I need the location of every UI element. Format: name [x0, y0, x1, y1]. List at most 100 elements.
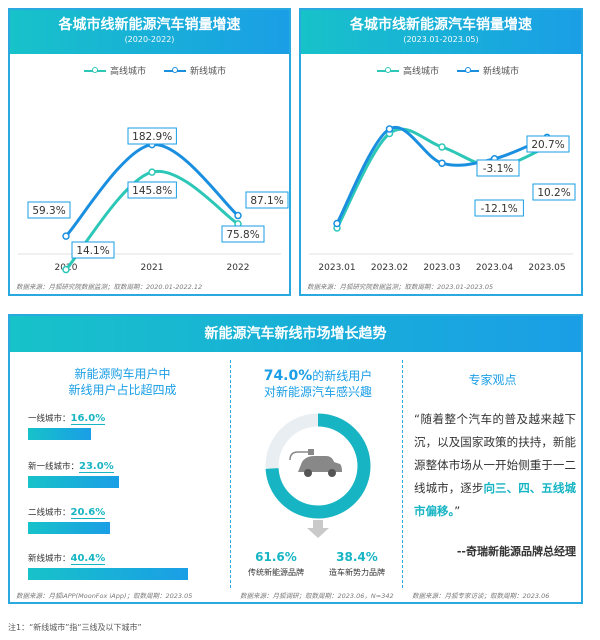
panel-title: 各城市线新能源汽车销量增速	[58, 17, 241, 33]
city-share-row: 一线城市：16.0%	[28, 412, 106, 425]
legend-item-high: 高线城市	[377, 64, 439, 77]
interest-title-line2: 对新能源汽车感兴趣	[263, 385, 372, 399]
city-share-bar	[28, 568, 188, 580]
x-tick-label: 2021	[141, 263, 164, 273]
legend-swatch-new	[457, 66, 480, 73]
data-point	[62, 265, 70, 274]
data-label: 59.3%	[27, 201, 71, 219]
data-point	[438, 159, 446, 167]
data-label: 10.2%	[532, 183, 576, 201]
svg-text:145.8%: 145.8%	[132, 185, 172, 197]
legend-label-new: 新线城市	[483, 67, 520, 77]
svg-text:-12.1%: -12.1%	[481, 203, 518, 215]
user-share-title: 新能源购车用户中 新线用户占比超四成	[68, 367, 177, 397]
plug-icon	[289, 449, 314, 461]
city-share-bar	[28, 522, 110, 534]
svg-text:59.3%: 59.3%	[32, 205, 65, 217]
svg-text:10.2%: 10.2%	[537, 187, 570, 199]
down-arrow-icon	[307, 520, 329, 538]
source-note: 数据来源：月狐iAPP(MoonFox iApp)；取数周期：2023.05	[16, 592, 193, 600]
quote-highlight: 向三、四、五线城市偏移。	[414, 481, 577, 518]
traditional-brand-label: 传统新能源品牌	[248, 568, 304, 577]
city-share-value: 23.0%	[79, 461, 114, 473]
panel-title: 新能源汽车新线市场增长趋势	[204, 326, 387, 342]
city-share-value: 20.6%	[70, 507, 106, 519]
x-tick-label: 2023.04	[476, 263, 513, 273]
source-note: 数据来源：月狐研究院数据监测；取数周期：2023.01-2023.05	[307, 283, 494, 291]
city-share-row: 新线城市：40.4%	[28, 552, 106, 565]
source-note: 数据来源：月狐调研；取数周期：2023.06，N=342	[240, 592, 394, 600]
quote-author: --奇瑞新能源品牌总经理	[456, 545, 576, 558]
city-name: 二线城市：	[28, 508, 71, 518]
line-chart-2020-2022: 20202021202259.3%14.1%182.9%145.8%87.1%7…	[18, 127, 289, 274]
car-icon	[298, 456, 342, 477]
chart-panel-2020-2022: 各城市线新能源汽车销量增速 (2020-2022) 高线城市 新线城市 2020…	[8, 8, 291, 296]
panel-title: 各城市线新能源汽车销量增速	[350, 17, 532, 33]
source-note: 数据来源：月狐研究院数据监测；取数周期：2020.01-2022.12	[16, 283, 203, 291]
city-share-bar	[28, 476, 119, 488]
data-point	[385, 125, 394, 133]
legend-swatch-new	[164, 66, 187, 73]
city-share-row: 二线城市：20.6%	[28, 506, 106, 519]
city-share-bar	[28, 428, 91, 440]
legend-swatch-high	[84, 66, 106, 73]
donut-interest-arc	[265, 413, 371, 519]
footnote: 注1：“新线城市”指“三线及以下城市”	[8, 623, 142, 632]
quote-end: ”	[454, 504, 461, 518]
legend-swatch-high	[377, 66, 399, 73]
quote-text: “随着整个汽车的普及越来越下沉，以及国家政策的扶持，新能源整体市场从一开始侧重于…	[414, 412, 576, 495]
data-point	[333, 219, 341, 228]
svg-text:-3.1%: -3.1%	[483, 163, 513, 175]
legend-item-new: 新线城市	[164, 64, 226, 77]
series-line	[335, 125, 548, 225]
data-label: -12.1%	[474, 199, 524, 217]
data-label: 145.8%	[127, 181, 177, 199]
city-share-value: 40.4%	[70, 553, 106, 565]
legend-item-new: 新线城市	[457, 64, 519, 77]
data-label: 87.1%	[245, 191, 289, 209]
chart-legend: 高线城市 新线城市	[84, 64, 226, 77]
legend-label-high: 高线城市	[403, 67, 440, 77]
svg-text:87.1%: 87.1%	[250, 195, 283, 207]
panel-subtitle: (2020-2022)	[124, 35, 175, 44]
data-label: 182.9%	[127, 127, 177, 145]
data-label: 75.8%	[221, 225, 265, 243]
data-point	[62, 232, 70, 240]
x-tick-label: 2023.01	[318, 263, 355, 273]
expert-opinion-title: 专家观点	[468, 373, 517, 387]
panel-header: 各城市线新能源汽车销量增速 (2020-2022)	[10, 10, 289, 54]
chart-panel-2023: 各城市线新能源汽车销量增速 (2023.01-2023.05) 高线城市 新线城…	[299, 8, 583, 296]
traditional-brand-pct: 61.6%	[255, 550, 297, 564]
legend-label-new: 新线城市	[190, 67, 227, 77]
panel-header: 各城市线新能源汽车销量增速 (2023.01-2023.05)	[301, 10, 581, 54]
city-share-value: 16.0%	[70, 413, 106, 425]
column-divider	[230, 360, 231, 588]
legend-item-high: 高线城市	[84, 64, 146, 77]
x-tick-label: 2023.05	[528, 263, 565, 273]
city-name: 新线城市：	[28, 554, 71, 564]
trend-panel: 新能源汽车新线市场增长趋势 新能源购车用户中 新线用户占比超四成 一线城市：16…	[8, 314, 583, 604]
svg-text:20.7%: 20.7%	[531, 139, 564, 151]
panel-subtitle: (2023.01-2023.05)	[403, 35, 479, 44]
data-label: 14.1%	[71, 241, 115, 259]
city-name: 一线城市：	[28, 414, 71, 424]
new-force-brand-label: 造车新势力品牌	[329, 568, 385, 577]
city-name: 新一线城市：	[28, 462, 80, 472]
interest-title: 74.0%的新线用户 对新能源汽车感兴趣	[238, 368, 398, 400]
interest-donut-chart	[265, 413, 371, 538]
expert-quote: “随着整个汽车的普及越来越下沉，以及国家政策的扶持，新能源整体市场从一开始侧重于…	[414, 408, 576, 523]
panel-header: 新能源汽车新线市场增长趋势	[10, 316, 581, 352]
svg-text:14.1%: 14.1%	[76, 245, 109, 257]
chart-legend: 高线城市 新线城市	[377, 64, 519, 77]
data-label: 20.7%	[526, 135, 570, 153]
x-tick-label: 2023.03	[423, 263, 460, 273]
column-divider	[402, 360, 403, 588]
x-tick-label: 2022	[227, 263, 250, 273]
line-chart-2023: 2023.01 2023.02 2023.03 2023.04 2023.05 -3.1%…	[309, 125, 576, 273]
data-label: -3.1%	[476, 159, 520, 177]
interest-title-rest: 的新线用户	[312, 369, 373, 383]
legend-label-high: 高线城市	[110, 67, 147, 77]
source-note: 数据来源：月狐专家访谈；取数周期：2023.06	[412, 592, 550, 600]
city-share-row: 新一线城市：23.0%	[28, 460, 114, 473]
data-point	[234, 211, 242, 220]
